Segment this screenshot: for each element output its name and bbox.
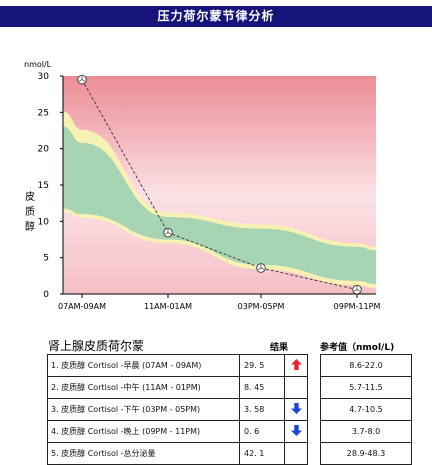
arrow-down-icon xyxy=(290,403,302,414)
y-axis-label-char: 醇 xyxy=(25,220,35,233)
row-name: 1. 皮质醇 Cortisol -早晨 (07AM - 09AM) xyxy=(47,354,240,377)
x-tick-label: 07AM-09AM xyxy=(58,302,106,311)
reference-band-normal xyxy=(63,126,376,285)
row-name: 2. 皮质醇 Cortisol -中午 (11AM - 01PM) xyxy=(47,376,240,399)
row-name: 5. 皮质醇 Cortisol -总分泌量 xyxy=(47,442,240,465)
row-reference: 5.7-11.5 xyxy=(320,376,412,399)
row-reference: 4.7-10.5 xyxy=(320,398,412,421)
table-row: 2. 皮质醇 Cortisol -中午 (11AM - 01PM) 8. 45 5.… xyxy=(47,376,412,399)
row-value: 8. 45 xyxy=(239,376,285,399)
table-row: 3. 皮质醇 Cortisol -下午 (03PM - 05PM) 3. 58 4.… xyxy=(47,398,412,421)
x-tick-label: 03PM-05PM xyxy=(238,302,285,311)
y-tick-label: 0 xyxy=(43,290,49,300)
row-reference: 8.6-22.0 xyxy=(320,354,412,377)
table-row: 4. 皮质醇 Cortisol -晚上 (09PM - 11PM) 0. 6 3.7… xyxy=(47,420,412,443)
result-header: 结果 xyxy=(270,343,289,353)
row-value: 29. 5 xyxy=(239,354,285,377)
y-tick-label: 25 xyxy=(38,108,49,118)
y-axis-label-char: 皮 xyxy=(25,190,35,203)
y-tick-label: 20 xyxy=(38,145,50,155)
cortisol-rhythm-chart: 0 5 10 15 20 25 30 nmol/L 皮质醇 07AM-09AM 11AM-01AM 0… xyxy=(24,60,381,311)
reference-header: 参考值（nmol/L) xyxy=(320,343,395,353)
data-point-glyph xyxy=(79,76,85,82)
data-point-glyph xyxy=(165,228,171,235)
x-tick-label: 09PM-11PM xyxy=(334,302,381,311)
page-title: 压力荷尔蒙节律分析 xyxy=(0,6,432,27)
row-value: 0. 6 xyxy=(239,420,285,443)
x-tick-label: 11AM-01AM xyxy=(144,302,192,311)
table-title: 肾上腺皮质荷尔蒙 xyxy=(48,339,145,353)
row-name: 4. 皮质醇 Cortisol -晚上 (09PM - 11PM) xyxy=(47,420,240,443)
arrow-up-icon xyxy=(290,359,302,370)
data-point-glyph xyxy=(258,264,264,270)
y-tick-label: 15 xyxy=(38,181,49,191)
y-tick-label: 30 xyxy=(38,72,50,82)
y-axis-label-char: 质 xyxy=(25,206,35,218)
data-point-glyph xyxy=(354,286,360,292)
cortisol-table: 1. 皮质醇 Cortisol -早晨 (07AM - 09AM) 29. 5 8.… xyxy=(47,354,412,465)
row-reference: 3.7-8.0 xyxy=(320,420,412,443)
series-line xyxy=(81,79,358,291)
table-row: 1. 皮质醇 Cortisol -早晨 (07AM - 09AM) 29. 5 8.… xyxy=(47,354,412,377)
y-unit-label: nmol/L xyxy=(24,60,52,69)
y-tick-label: 10 xyxy=(38,217,50,227)
row-name: 3. 皮质醇 Cortisol -下午 (03PM - 05PM) xyxy=(47,398,240,421)
row-value: 42. 1 xyxy=(239,442,285,465)
y-tick-label: 5 xyxy=(43,254,49,264)
row-value: 3. 58 xyxy=(239,398,285,421)
row-reference: 28.9-48.3 xyxy=(320,442,412,465)
table-row: 5. 皮质醇 Cortisol -总分泌量 42. 1 28.9-48.3 xyxy=(47,442,412,465)
arrow-down-icon xyxy=(290,425,302,436)
